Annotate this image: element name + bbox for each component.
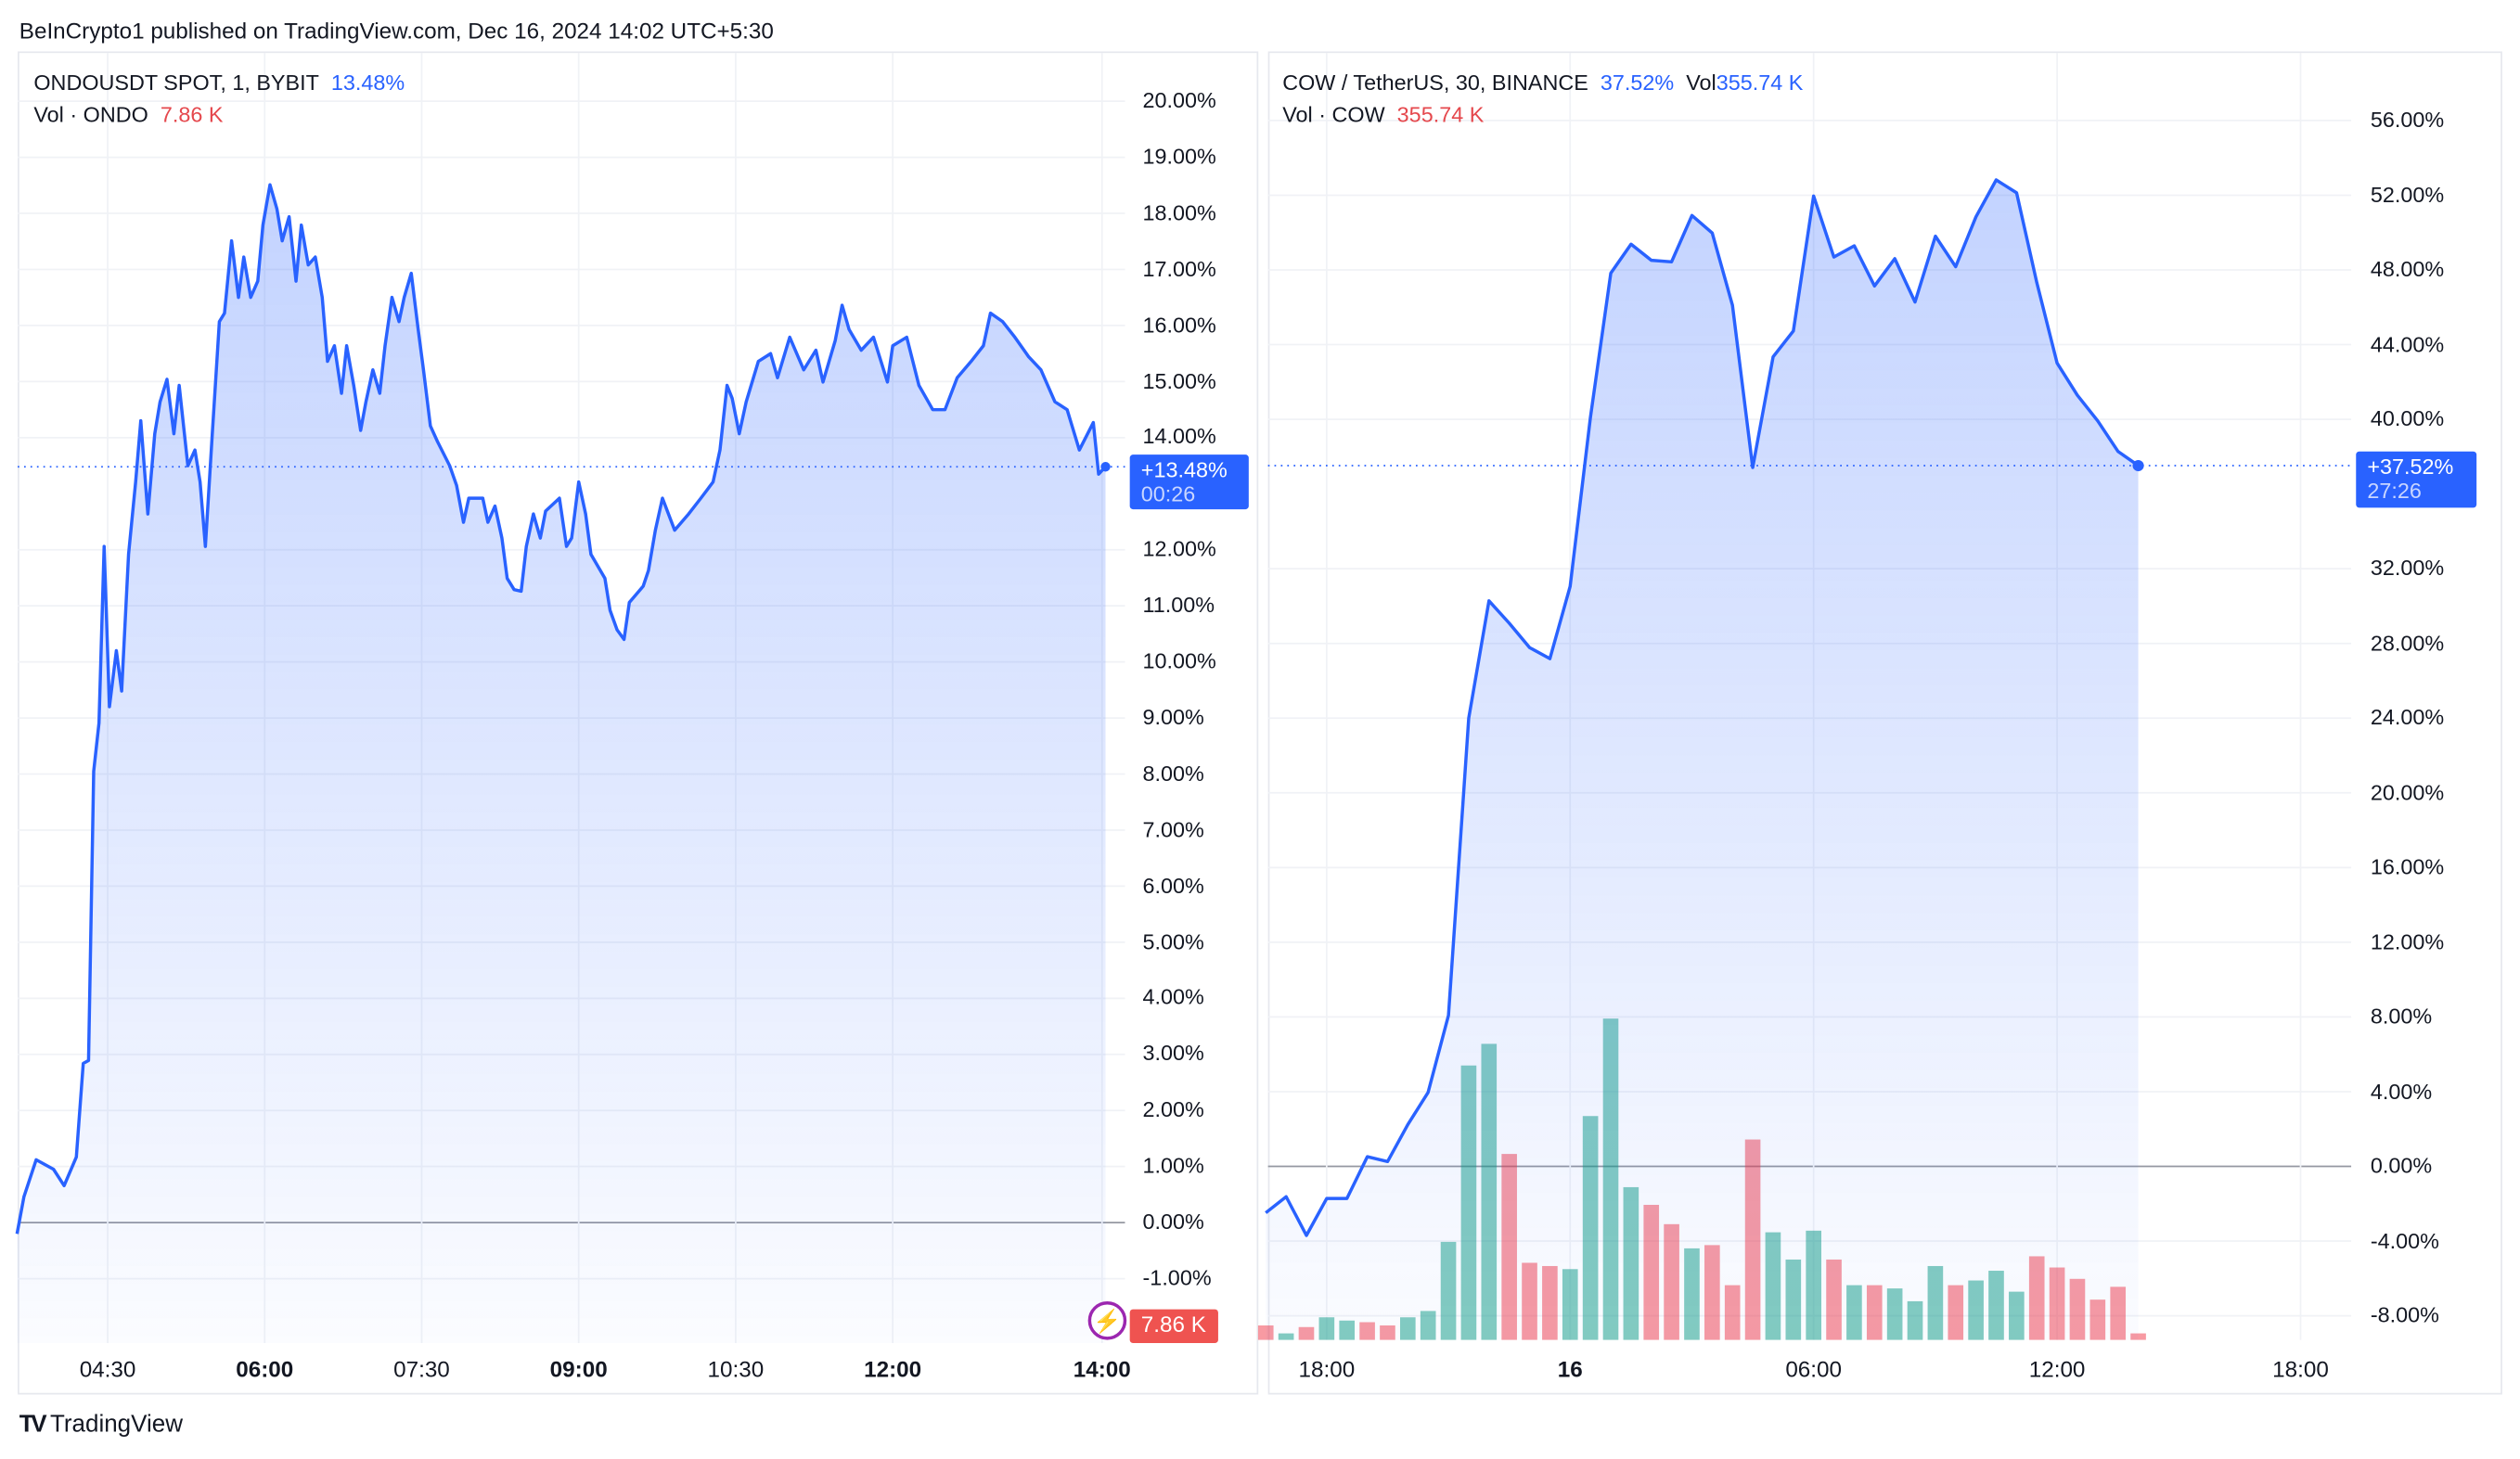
cow-vol-inline-label: Vol [1686,70,1716,96]
cow-last-point [2132,459,2144,472]
y-tick-label: 6.00% [1142,873,1204,898]
x-tick-label: 09:00 [549,1355,608,1382]
y-tick-label: 12.00% [1142,536,1216,561]
tradingview-logo-text: TradingView [49,1410,183,1439]
ondo-last-point [1100,462,1111,472]
y-tick-label: 40.00% [2370,406,2445,431]
y-tick-label: 32.00% [2370,556,2445,581]
x-tick-label: 04:30 [79,1355,136,1382]
y-tick-label: 16.00% [2370,854,2445,879]
ondo-symbol-label: ONDOUSDT SPOT, 1, BYBIT [33,70,319,96]
x-tick-label: 12:00 [2028,1355,2086,1382]
y-tick-label: 7.00% [1142,817,1204,842]
y-tick-label: 0.00% [2370,1153,2433,1178]
ondo-area-fill [17,185,1106,1344]
x-tick-label: 06:00 [236,1355,294,1382]
y-tick-label: 8.00% [1142,761,1204,786]
y-tick-label: 0.00% [1142,1209,1204,1235]
y-tick-label: 24.00% [2370,705,2445,730]
y-tick-label: 20.00% [2370,779,2445,804]
y-tick-label: 12.00% [2370,929,2445,954]
y-tick-label: 16.00% [1142,313,1216,338]
cow-last-value: +37.52% [2367,454,2454,480]
y-tick-label: 4.00% [1142,985,1204,1010]
ondo-last-price-badge: +13.48% 00:26 [1129,454,1249,510]
publish-info: BeInCrypto1 published on TradingView.com… [19,18,774,44]
cow-volume-label: Vol · COW [1282,102,1385,127]
cow-symbol-label: COW / TetherUS, 30, BINANCE [1282,70,1588,96]
ondo-volume-label: Vol · ONDO [33,102,148,127]
cow-symbol-legend[interactable]: COW / TetherUS, 30, BINANCE 37.52% Vol35… [1282,70,1803,95]
x-tick-label: 16 [1557,1355,1583,1382]
cow-vol-inline-value: 355.74 K [1716,70,1804,96]
y-tick-label: 9.00% [1142,705,1204,730]
y-tick-label: -8.00% [2370,1302,2439,1327]
y-tick-label: 10.00% [1142,648,1216,673]
x-tick-label: 14:00 [1073,1355,1131,1382]
ondo-symbol-legend[interactable]: ONDOUSDT SPOT, 1, BYBIT 13.48% [33,70,405,95]
y-tick-label: 44.00% [2370,331,2445,356]
y-tick-label: 56.00% [2370,108,2445,133]
cow-price-line [1265,178,2140,1237]
x-tick-label: 12:00 [864,1355,922,1382]
cow-area-fill [1266,179,2139,1340]
cow-volume-value: 355.74 K [1396,102,1485,127]
y-tick-label: 4.00% [2370,1079,2433,1104]
ondo-volume-legend[interactable]: Vol · ONDO 7.86 K [33,103,223,127]
tradingview-logo[interactable]: TV TradingView [19,1411,183,1438]
cow-bar-countdown: 27:26 [2367,479,2422,504]
y-tick-label: 2.00% [1142,1097,1204,1122]
cow-change: 37.52% [1600,70,1675,96]
cow-chart-panel[interactable] [1267,51,2502,1395]
x-tick-label: 10:30 [707,1355,765,1382]
y-tick-label: 3.00% [1142,1041,1204,1066]
y-tick-label: 52.00% [2370,182,2445,207]
lightning-icon[interactable]: ⚡ [1087,1301,1127,1340]
cow-last-price-badge: +37.52% 27:26 [2356,451,2477,508]
x-tick-label: 18:00 [1298,1355,1356,1382]
y-tick-label: -1.00% [1142,1265,1212,1290]
ondo-price-line [15,183,1107,1235]
ondo-volume-badge: 7.86 K [1129,1309,1218,1344]
y-tick-label: 48.00% [2370,257,2445,282]
tradingview-logo-icon: TV [19,1410,47,1439]
x-tick-label: 07:30 [393,1355,450,1382]
y-tick-label: 17.00% [1142,256,1216,281]
y-tick-label: 1.00% [1142,1153,1204,1178]
x-tick-label: 18:00 [2272,1355,2329,1382]
y-tick-label: 8.00% [2370,1004,2433,1029]
x-tick-label: 06:00 [1785,1355,1843,1382]
y-tick-label: 15.00% [1142,368,1216,393]
ondo-volume-value: 7.86 K [160,102,224,127]
y-tick-label: 19.00% [1142,144,1216,169]
y-tick-label: 18.00% [1142,200,1216,225]
ondo-change: 13.48% [330,70,405,96]
y-tick-label: 14.00% [1142,424,1216,449]
y-tick-label: 11.00% [1142,593,1215,618]
y-tick-label: 28.00% [2370,630,2445,655]
ondo-bar-countdown: 00:26 [1140,481,1196,506]
ondo-chart-panel[interactable] [18,51,1259,1395]
y-tick-label: 20.00% [1142,88,1216,113]
y-tick-label: -4.00% [2370,1228,2439,1253]
ondo-last-value: +13.48% [1140,457,1228,482]
cow-volume-legend[interactable]: Vol · COW 355.74 K [1282,103,1484,127]
y-tick-label: 5.00% [1142,929,1204,954]
